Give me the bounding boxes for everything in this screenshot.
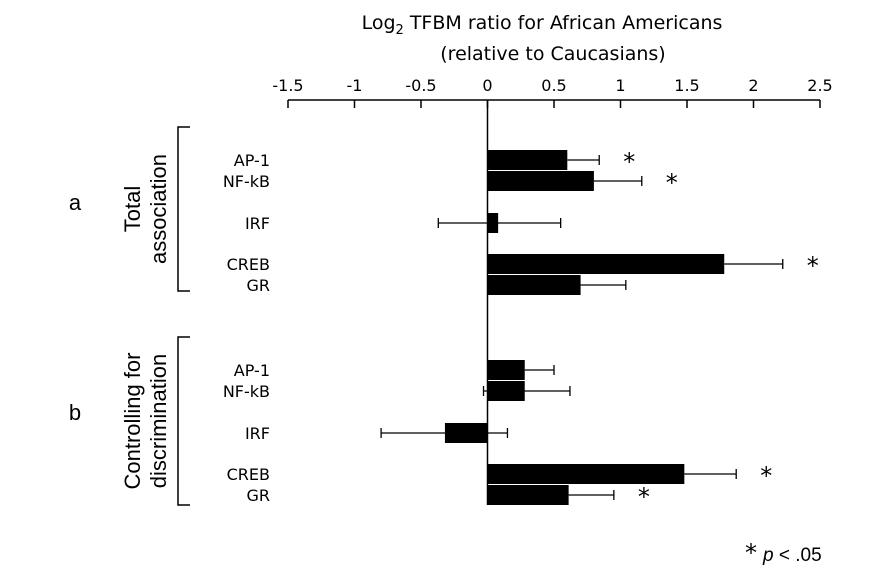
chart-title-line-2: (relative to Caucasians) — [440, 43, 665, 65]
significance-p-label: p — [762, 545, 774, 566]
panel-letter: a — [69, 190, 82, 215]
category-label: NF-kB — [223, 172, 270, 191]
bar — [487, 254, 725, 274]
bar — [487, 275, 581, 295]
category-label: GR — [246, 276, 270, 295]
panel-label-line: association — [146, 154, 171, 264]
panel-letter: b — [69, 400, 81, 425]
significance-marker: * — [623, 148, 635, 176]
category-label: AP-1 — [234, 361, 270, 380]
significance-marker: * — [760, 462, 772, 490]
x-tick-label: 0.5 — [541, 76, 566, 95]
significance-marker: * — [638, 483, 650, 511]
x-tick-label: -0.5 — [405, 76, 436, 95]
x-tick-label: 2.5 — [807, 76, 832, 95]
category-label: IRF — [245, 424, 270, 443]
x-tick-label: 1.5 — [674, 76, 699, 95]
significance-symbol: * — [745, 539, 757, 567]
category-label: GR — [246, 486, 270, 505]
title-subscript: 2 — [396, 23, 404, 38]
category-label: NF-kB — [223, 382, 270, 401]
bar — [487, 464, 685, 484]
bar — [487, 485, 569, 505]
bar — [487, 360, 525, 380]
title-suffix: TFBM ratio for African Americans — [404, 12, 723, 34]
title-prefix: Log — [362, 12, 396, 34]
category-label: CREB — [227, 255, 270, 274]
bar — [487, 150, 568, 170]
panel-a: * * * — [437, 148, 819, 295]
x-tick-label: 1 — [615, 76, 625, 95]
panel-label-line: Total — [120, 186, 145, 232]
panel-label-line: Controlling for — [120, 353, 145, 490]
x-tick-label: -1.5 — [272, 76, 303, 95]
chart-title-line-1: Log2 TFBM ratio for African Americans — [362, 12, 723, 38]
x-tick-label: -1 — [347, 76, 363, 95]
x-tick-label: 0 — [482, 76, 492, 95]
panel-b: ** — [380, 360, 772, 511]
category-label: IRF — [245, 214, 270, 233]
bar — [487, 171, 594, 191]
panel-bracket — [177, 126, 190, 292]
category-labels: Total association a AP-1 NF-kB IRF CREB GR Contr… — [69, 126, 270, 506]
bars: ***** — [380, 148, 819, 511]
panel-label-line: discrimination — [146, 354, 171, 489]
significance-marker: * — [666, 169, 678, 197]
panel-bracket — [177, 336, 190, 506]
category-label: AP-1 — [234, 151, 270, 170]
significance-note: * p < .05 — [745, 539, 822, 567]
significance-marker: * — [807, 252, 819, 280]
category-label: CREB — [227, 465, 270, 484]
x-tick-label: 2 — [748, 76, 758, 95]
significance-threshold: < .05 — [774, 545, 822, 566]
